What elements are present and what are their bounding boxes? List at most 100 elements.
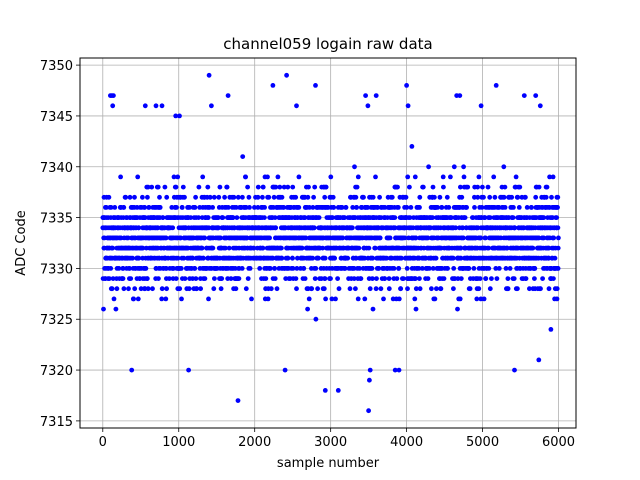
data-point <box>182 194 187 200</box>
data-point <box>434 286 439 292</box>
data-point <box>243 174 249 180</box>
outlier-point <box>129 367 135 373</box>
data-point <box>381 296 386 302</box>
data-point <box>502 184 508 190</box>
data-point <box>160 215 166 221</box>
data-point <box>501 164 507 170</box>
data-point <box>131 296 137 302</box>
data-point <box>236 276 242 281</box>
data-point <box>516 205 522 210</box>
data-point <box>474 296 480 302</box>
data-point <box>220 215 226 221</box>
data-point <box>336 286 342 292</box>
data-point <box>355 174 361 180</box>
data-point <box>216 194 222 200</box>
y-axis-title: ADC Code <box>14 210 29 275</box>
data-point <box>255 194 261 200</box>
outlier-point <box>206 72 212 78</box>
data-point <box>541 215 547 221</box>
data-point <box>446 205 452 210</box>
data-point <box>396 296 402 302</box>
data-point <box>265 296 271 302</box>
data-point <box>458 276 464 281</box>
data-point <box>536 184 542 190</box>
data-point <box>159 286 165 292</box>
data-point <box>233 205 239 210</box>
y-tick-label: 7340 <box>40 161 73 176</box>
data-point <box>356 245 362 251</box>
data-point <box>260 245 266 251</box>
data-point <box>370 194 376 200</box>
data-point <box>157 194 162 200</box>
data-point <box>549 194 554 200</box>
data-point <box>430 266 436 271</box>
data-point <box>290 255 295 261</box>
outlier-point <box>270 83 276 88</box>
data-point <box>285 255 291 261</box>
data-point <box>138 286 144 292</box>
data-point <box>339 205 345 210</box>
data-point <box>187 205 192 210</box>
data-point <box>290 266 296 271</box>
data-point <box>127 266 132 271</box>
data-point <box>529 205 534 210</box>
outlier-point <box>512 367 517 373</box>
data-points <box>100 72 561 414</box>
data-point <box>263 276 269 281</box>
data-point <box>205 184 211 190</box>
data-point <box>159 296 165 302</box>
outlier-point <box>235 398 241 403</box>
data-point <box>467 286 473 292</box>
data-point <box>433 255 439 261</box>
data-point <box>404 266 410 271</box>
data-point <box>243 286 249 292</box>
data-point <box>316 255 321 261</box>
data-point <box>465 184 471 190</box>
data-point <box>244 235 250 241</box>
data-point <box>305 306 310 312</box>
data-point <box>440 174 446 180</box>
data-point <box>365 205 370 210</box>
data-point <box>140 245 146 251</box>
data-point <box>322 194 328 200</box>
x-tick-label: 4000 <box>390 435 423 450</box>
y-tick-label: 7330 <box>40 262 73 277</box>
data-point <box>243 205 249 210</box>
data-point <box>425 276 431 281</box>
data-point <box>274 286 280 292</box>
outlier-point <box>159 103 165 109</box>
data-point <box>198 286 204 292</box>
data-point <box>311 194 316 200</box>
data-point <box>306 184 311 190</box>
data-point <box>382 205 388 210</box>
data-point <box>281 205 287 210</box>
data-point <box>491 174 497 180</box>
data-point <box>392 225 398 231</box>
data-point <box>478 235 484 241</box>
data-point <box>320 245 325 251</box>
outlier-point <box>142 103 148 109</box>
data-point <box>150 286 155 292</box>
data-point <box>487 286 493 292</box>
data-point <box>476 174 482 180</box>
data-point <box>351 276 357 281</box>
outlier-point <box>335 388 341 393</box>
data-point <box>140 194 145 200</box>
data-point <box>374 276 379 281</box>
data-point <box>358 276 364 281</box>
data-point <box>136 225 142 231</box>
data-point <box>507 266 513 271</box>
data-point <box>108 205 114 210</box>
data-point <box>437 194 443 200</box>
data-point <box>265 174 270 180</box>
data-point <box>489 276 494 281</box>
data-point <box>404 205 410 210</box>
data-point <box>401 276 406 281</box>
data-point <box>395 184 400 190</box>
data-point <box>155 184 161 190</box>
x-tick-label: 5000 <box>466 435 499 450</box>
data-point <box>511 276 517 281</box>
outlier-point <box>537 103 543 109</box>
data-point <box>481 296 487 302</box>
data-point <box>283 276 289 281</box>
